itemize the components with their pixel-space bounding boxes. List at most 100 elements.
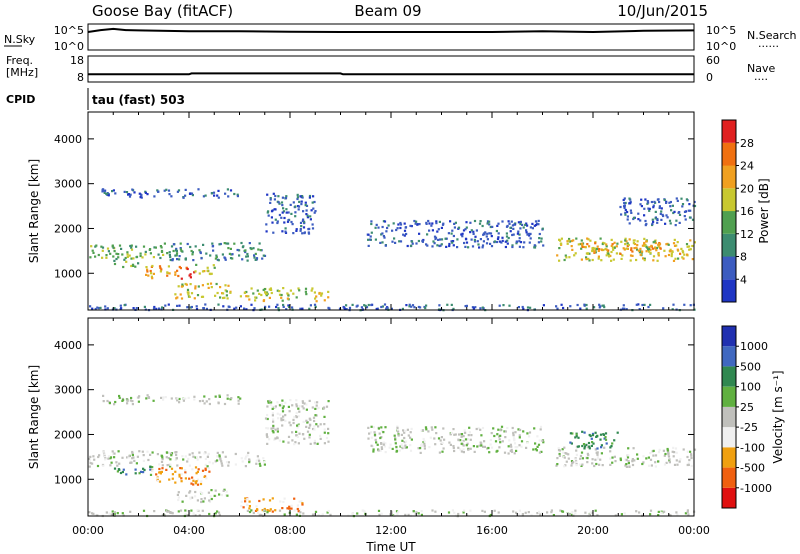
range-time-cell	[223, 256, 226, 259]
colorbar-tick-label: -500	[740, 462, 765, 475]
range-time-cell	[195, 263, 198, 266]
range-time-cell	[302, 210, 305, 213]
range-time-cell	[515, 449, 518, 452]
range-time-cell	[257, 511, 260, 514]
range-time-cell	[323, 423, 326, 426]
range-time-cell	[298, 405, 301, 408]
range-time-cell	[313, 291, 316, 294]
range-time-cell	[300, 225, 303, 228]
range-time-cell	[637, 212, 640, 215]
range-time-cell	[169, 255, 172, 259]
range-time-cell	[394, 440, 397, 444]
range-time-cell	[295, 403, 298, 406]
range-time-cell	[533, 244, 536, 247]
range-time-cell	[113, 456, 116, 459]
range-time-cell	[262, 288, 265, 292]
range-time-cell	[367, 244, 370, 247]
range-time-cell	[195, 456, 198, 459]
range-time-cell	[596, 451, 599, 454]
range-time-cell	[688, 245, 691, 248]
colorbar-tick-label: 20	[740, 182, 754, 195]
range-time-cell	[265, 427, 268, 430]
range-time-cell	[581, 430, 584, 433]
range-time-cell	[146, 268, 149, 271]
range-time-cell	[97, 455, 100, 459]
range-time-cell	[452, 234, 455, 238]
range-time-cell	[539, 428, 542, 431]
range-time-cell	[520, 445, 523, 448]
range-time-cell	[113, 467, 117, 470]
range-time-cell	[149, 252, 152, 255]
range-time-cell	[247, 451, 250, 454]
range-time-cell	[117, 450, 120, 453]
range-time-cell	[258, 242, 261, 245]
range-time-cell	[203, 452, 206, 455]
range-time-cell	[262, 254, 265, 257]
range-time-cell	[210, 272, 213, 275]
colorbar-tick-label: -25	[740, 421, 758, 434]
range-time-cell	[210, 497, 213, 501]
range-time-cell	[409, 444, 412, 447]
range-time-cell	[452, 244, 455, 247]
range-time-cell	[274, 405, 277, 408]
range-time-cell	[147, 274, 150, 277]
range-time-cell	[535, 223, 538, 227]
range-time-cell	[137, 400, 140, 403]
range-time-cell	[430, 224, 433, 227]
range-time-cell	[682, 448, 685, 451]
range-time-cell	[178, 397, 181, 401]
range-time-cell	[188, 295, 191, 298]
range-time-cell	[444, 237, 447, 240]
range-time-cell	[151, 451, 154, 454]
range-time-cell	[277, 417, 280, 420]
range-time-cell	[110, 513, 113, 516]
range-time-cell	[200, 500, 203, 504]
range-time-cell	[626, 218, 629, 221]
range-time-cell	[372, 450, 375, 453]
range-time-cell	[161, 306, 164, 309]
range-time-cell	[208, 398, 211, 401]
range-time-cell	[493, 434, 496, 438]
range-time-cell	[367, 233, 370, 236]
range-time-cell	[450, 232, 453, 235]
range-time-cell	[591, 458, 594, 461]
range-time-cell	[480, 444, 483, 447]
range-time-cell	[101, 249, 104, 252]
range-time-cell	[629, 200, 632, 203]
range-time-cell	[550, 511, 553, 514]
range-time-cell	[161, 458, 164, 461]
range-time-cell	[591, 434, 595, 437]
range-time-cell	[265, 230, 268, 233]
range-time-cell	[437, 228, 440, 231]
range-time-cell	[293, 443, 296, 446]
range-time-cell	[273, 198, 276, 201]
range-time-cell	[625, 247, 628, 250]
range-time-cell	[665, 243, 668, 246]
range-time-cell	[169, 465, 172, 468]
range-time-cell	[654, 217, 657, 220]
range-time-cell	[190, 292, 194, 295]
range-time-cell	[481, 509, 484, 512]
range-time-cell	[601, 304, 604, 307]
range-time-cell	[494, 440, 498, 443]
range-time-cell	[667, 455, 671, 458]
range-time-cell	[517, 513, 521, 516]
range-time-cell	[204, 194, 207, 197]
range-time-cell	[188, 477, 191, 480]
range-time-cell	[200, 295, 204, 298]
range-time-cell	[296, 504, 299, 507]
range-time-cell	[649, 452, 652, 455]
range-time-cell	[536, 512, 539, 515]
range-time-cell	[298, 410, 301, 413]
range-time-cell	[287, 294, 290, 297]
range-time-cell	[610, 259, 613, 262]
range-time-cell	[313, 442, 316, 445]
range-time-cell	[205, 400, 208, 403]
range-time-cell	[188, 453, 191, 456]
range-time-cell	[247, 295, 250, 298]
range-time-cell	[224, 284, 227, 287]
range-time-cell	[269, 198, 272, 201]
range-time-cell	[97, 253, 100, 257]
range-time-cell	[528, 241, 531, 244]
range-time-cell	[438, 220, 441, 223]
